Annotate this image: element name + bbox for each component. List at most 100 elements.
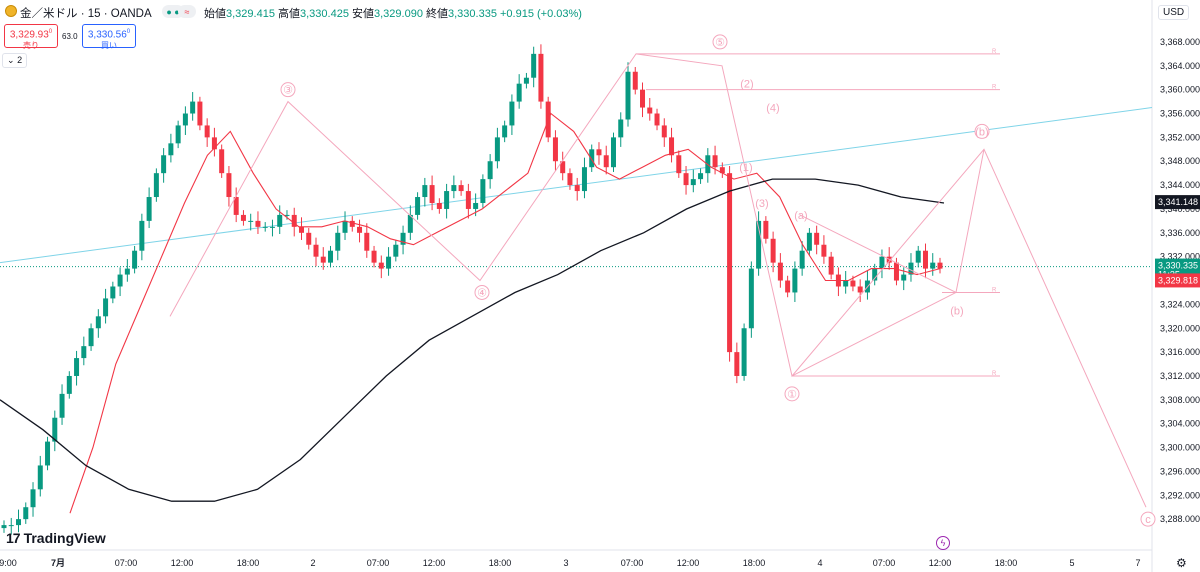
wave-indicator-pill[interactable]: ≈: [178, 5, 196, 18]
spread-value: 63.0: [62, 32, 78, 41]
candle-body: [930, 262, 936, 269]
settings-gear-icon[interactable]: ⚙: [1176, 556, 1187, 570]
candle-body: [378, 262, 384, 269]
sell-price: 3,329.93: [9, 29, 49, 41]
candle-body: [494, 137, 500, 162]
sell-button[interactable]: 3,329.930 売り: [4, 24, 58, 50]
wave-label: ④: [477, 287, 487, 299]
candle-body: [843, 280, 849, 287]
candle-body: [16, 519, 22, 526]
candle-body: [690, 179, 696, 186]
x-tick-label: 12:00: [171, 558, 194, 568]
close-label: 終値: [426, 8, 448, 20]
indicator-count: 2: [17, 55, 23, 65]
candle-body: [770, 238, 776, 263]
buy-price: 3,330.56: [87, 29, 127, 41]
candle-body: [248, 220, 254, 222]
x-tick-label: 12:00: [423, 558, 446, 568]
x-tick-label: 9:00: [0, 558, 17, 568]
wave-label: (3): [755, 198, 768, 210]
wave-label-ring: [1140, 511, 1156, 527]
candle-body: [132, 250, 138, 269]
candle-body: [922, 250, 928, 269]
candle-body: [436, 202, 442, 209]
open-label: 始値: [204, 8, 226, 20]
ma-price-tag: 3,341.148: [1158, 197, 1198, 207]
candle-body: [777, 262, 783, 281]
candle-body: [901, 274, 907, 281]
x-tick-label: 07:00: [621, 558, 644, 568]
candle-body: [262, 226, 268, 228]
y-tick-label: 3,352.000: [1160, 132, 1200, 142]
candle-body: [298, 226, 304, 233]
wave-label: ⑤: [715, 37, 725, 49]
candle-body: [480, 179, 486, 203]
wave-label: (b): [950, 305, 963, 317]
y-tick-label: 3,300.000: [1160, 443, 1200, 453]
candle-body: [204, 125, 210, 138]
candle-body: [567, 173, 573, 186]
y-tick-label: 3,364.000: [1160, 61, 1200, 71]
candle-body: [226, 173, 232, 198]
candle-body: [763, 220, 769, 239]
candle-body: [175, 125, 181, 144]
candle-body: [23, 507, 29, 520]
candle-body: [603, 155, 609, 168]
candle-body: [400, 232, 406, 245]
wave-label: (1): [739, 162, 752, 174]
collapse-indicators-button[interactable]: ⌄ 2: [2, 53, 28, 68]
candle-body: [937, 262, 943, 269]
candle-body: [422, 185, 428, 198]
y-tick-label: 3,312.000: [1160, 371, 1200, 381]
candle-body: [328, 250, 334, 263]
candle-body: [712, 155, 718, 168]
candle-body: [168, 143, 174, 156]
candle-body: [596, 149, 602, 156]
candle-body: [110, 286, 116, 299]
wave-label: ①: [787, 389, 797, 401]
range-tag: R: [992, 49, 997, 55]
candle-body: [806, 232, 812, 251]
candle-body: [320, 256, 326, 263]
candle-body: [66, 375, 72, 394]
candle-body: [915, 250, 921, 263]
y-tick-label: 3,360.000: [1160, 85, 1200, 95]
candle-body: [45, 441, 51, 466]
low-value: 3,329.090: [374, 8, 423, 20]
candle-body: [872, 268, 878, 281]
gold-symbol-icon: [5, 5, 17, 17]
candle-body: [516, 83, 522, 102]
y-tick-label: 3,356.000: [1160, 109, 1200, 119]
y-tick-label: 3,316.000: [1160, 347, 1200, 357]
candle-body: [52, 417, 58, 442]
x-tick-label: 07:00: [873, 558, 896, 568]
candle-body: [502, 125, 508, 138]
x-tick-label: 5: [1069, 558, 1074, 568]
symbol-title[interactable]: 金／米ドル · 15 · OANDA: [20, 8, 152, 20]
wave-label: (4): [766, 103, 779, 115]
candle-body: [59, 393, 65, 418]
currency-selector[interactable]: USD: [1158, 5, 1190, 20]
buy-button[interactable]: 3,330.560 買い: [82, 24, 136, 50]
y-tick-label: 3,304.000: [1160, 419, 1200, 429]
high-label: 高値: [278, 8, 300, 20]
logo-text: TradingView: [23, 530, 106, 546]
y-tick-label: 3,348.000: [1160, 156, 1200, 166]
tradingview-logo[interactable]: 17 TradingView: [6, 530, 106, 546]
candle-body: [683, 173, 689, 186]
wave-label: (a): [794, 210, 807, 222]
candle-body: [139, 220, 145, 251]
x-tick-label: 3: [563, 558, 568, 568]
candle-body: [284, 214, 290, 216]
candle-body: [451, 185, 457, 192]
lightning-icon[interactable]: ϟ: [936, 536, 950, 550]
candle-body: [8, 525, 14, 527]
candle-body: [523, 77, 529, 84]
ma-price-tag-bg: [1155, 195, 1200, 210]
candle-body: [879, 256, 885, 269]
candle-body: [407, 214, 413, 233]
candle-body: [306, 232, 312, 245]
candle-body: [698, 173, 704, 180]
y-tick-label: 3,292.000: [1160, 490, 1200, 500]
